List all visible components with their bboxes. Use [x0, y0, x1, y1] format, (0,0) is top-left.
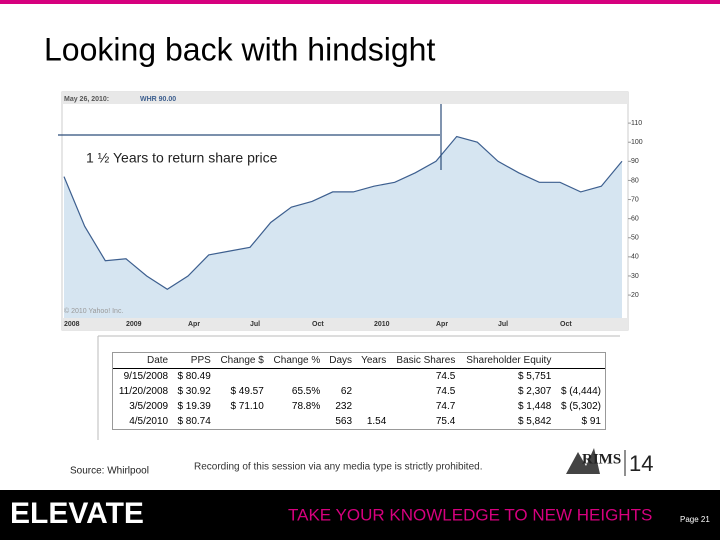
table-cell: 65.5% — [291, 386, 321, 397]
x-tick-label: Jul — [250, 321, 260, 328]
column-header: Basic Shares — [390, 353, 460, 369]
y-tick-label: 20 — [631, 292, 639, 299]
footer-bar — [0, 490, 720, 540]
table-cell: $ 5,751 — [517, 371, 552, 382]
x-axis-band — [62, 318, 628, 330]
logo: RIMS — [582, 451, 621, 467]
source: Source: Whirlpool — [70, 466, 149, 477]
table-cell: 74.7 — [435, 401, 456, 412]
y-tick-label: 100 — [631, 139, 643, 146]
table-cell: $ 5,842 — [517, 416, 552, 427]
x-tick-label: Jul — [498, 321, 508, 328]
table-cell — [268, 414, 324, 429]
table-cell: $ (5,302) — [560, 401, 601, 412]
table-cell: $ 19.39 — [177, 401, 211, 412]
x-tick-label: Apr — [436, 321, 448, 328]
logo-mark — [566, 448, 600, 474]
table-cell: 4/5/2010 — [129, 416, 169, 427]
table-cell — [268, 369, 324, 385]
table-cell — [215, 369, 268, 385]
table-cell: $ 80.74 — [177, 416, 211, 427]
table-cell — [356, 399, 390, 414]
chart-credit: © 2010 Yahoo! Inc. — [64, 307, 123, 315]
table-cell: 3/5/2009 — [129, 401, 169, 412]
area — [64, 136, 622, 318]
table-header: Date PPS Change $ Change % Days Years Basic Sh… — [113, 353, 605, 369]
y-tick-label: 60 — [631, 215, 639, 222]
table-cell: 1.54 — [366, 416, 387, 427]
chart-header: May 26, 2010: — [64, 96, 109, 103]
table-cell: 75.4 — [435, 416, 456, 427]
table-cell: 62 — [340, 386, 353, 397]
table-cell — [356, 369, 390, 385]
table-cell — [356, 384, 390, 399]
y-tick-label: 50 — [631, 235, 639, 242]
table-cell: $ 1,448 — [517, 401, 552, 412]
brand: ELEVATE — [10, 497, 144, 530]
table-cell: 232 — [335, 401, 353, 412]
y-tick-label: 110 — [631, 120, 642, 127]
y-tick-label: 70 — [631, 196, 639, 203]
table-cell: $ 80.49 — [177, 371, 211, 382]
y-tick-label: 40 — [631, 254, 639, 261]
table-row: 9/15/2008 $ 80.49 74.5 $ 5,751 — [113, 369, 605, 385]
column-header: PPS — [172, 353, 215, 369]
chart-header-ticker: WHR 90.00 — [140, 96, 176, 103]
logo-number: 14 — [629, 451, 653, 476]
column-header: Years — [356, 353, 391, 369]
column-header: Change % — [267, 353, 325, 369]
table-cell — [555, 369, 605, 385]
table: Date PPS Change $ Change % Days Years Basic Sh… — [113, 353, 605, 429]
table-cell: 74.5 — [435, 386, 456, 397]
table-cell: 74.5 — [435, 371, 456, 382]
column-header: Date — [113, 353, 173, 369]
x-tick-label: Apr — [188, 321, 200, 328]
y-tick-label: 80 — [631, 177, 639, 184]
table-row: 4/5/2010 $ 80.74 563 1.54 75.4 $ 5,842 $ 91 — [113, 414, 605, 429]
x-tick-label: Oct — [312, 321, 324, 328]
y-tick-label: 90 — [631, 158, 639, 165]
table-cell: 563 — [335, 416, 353, 427]
x-tick-label: 2009 — [126, 321, 142, 328]
table-panel: Date PPS Change $ Change % Days Years Basic Sh… — [112, 352, 606, 430]
table-cell: $ 91 — [581, 416, 601, 427]
table-cell: 9/15/2008 — [123, 371, 169, 382]
table-cell — [215, 414, 268, 429]
top-bar — [0, 0, 720, 4]
y-tick-label: 30 — [631, 273, 639, 280]
table-cell: $ 30.92 — [177, 386, 211, 397]
column-header: Shareholder Equity — [459, 353, 556, 369]
table-row: 3/5/2009 $ 19.39 $ 71.10 78.8% 232 74.7 $ 1,44… — [113, 399, 605, 414]
column-header: Change $ — [214, 353, 268, 369]
notice: Recording of this session via any media … — [194, 462, 482, 473]
slide-title: Looking back with hindsight — [44, 31, 435, 67]
page-number: Page 21 — [680, 515, 710, 524]
table-cell: $ (4,444) — [560, 386, 601, 397]
price-line — [63, 135, 623, 291]
x-tick-label: 2008 — [64, 321, 80, 328]
x-tick-label: Oct — [560, 321, 572, 328]
x-tick-label: 2010 — [374, 321, 390, 328]
table-row: 11/20/2008 $ 30.92 $ 49.57 65.5% 62 74.5 $ 2,3… — [113, 384, 605, 399]
table-cell: $ 2,307 — [517, 386, 552, 397]
column-header — [555, 353, 605, 369]
table-cell: 11/20/2008 — [118, 386, 169, 397]
column-header: Days — [324, 353, 357, 369]
table-cell: $ 71.10 — [230, 401, 264, 412]
table-cell — [324, 369, 356, 385]
table-cell: 78.8% — [291, 401, 321, 412]
tagline: TAKE YOUR KNOWLEDGE TO NEW HEIGHTS — [288, 505, 652, 524]
chart-header-bar — [62, 92, 628, 104]
annotation: 1 ½ Years to return share price — [86, 150, 278, 166]
table-cell: $ 49.57 — [230, 386, 264, 397]
plot: 20 30 40 50 60 70 80 90 100 110 2008 2009 Apr Jul Oct 2… — [62, 120, 643, 330]
